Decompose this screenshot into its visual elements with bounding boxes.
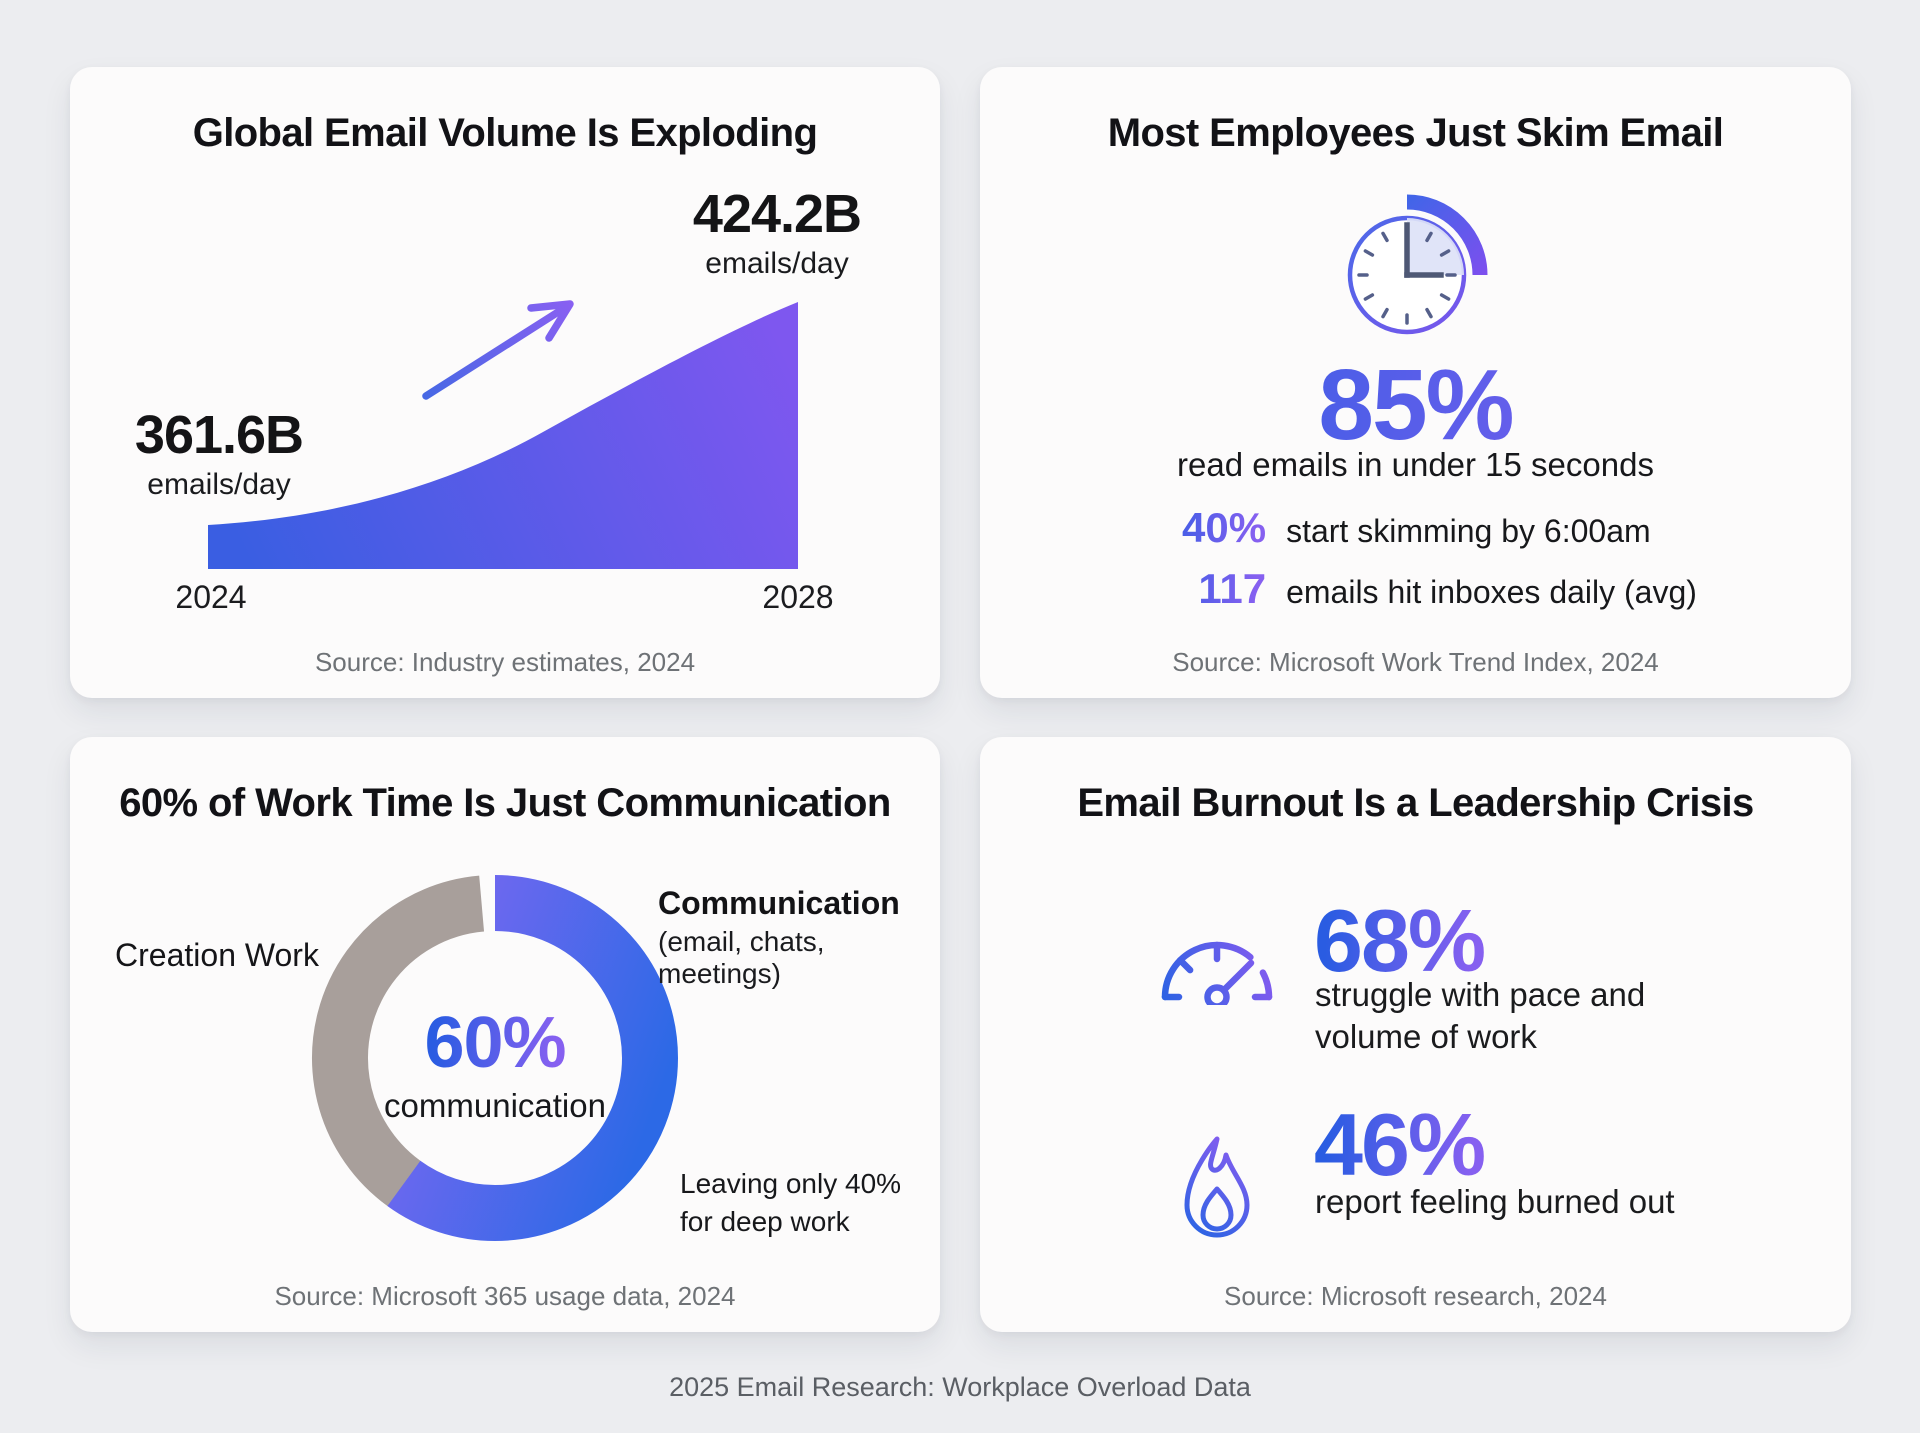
stat-value: 117 [1134, 565, 1266, 612]
area-chart [208, 300, 798, 569]
stat-label-pace-line2: volume of work [1315, 1018, 1537, 1055]
source-note: Source: Microsoft Work Trend Index, 2024 [1172, 647, 1659, 677]
page-footer: 2025 Email Research: Workplace Overload … [669, 1372, 1251, 1402]
gauge-icon [1161, 941, 1273, 1005]
label-creation-work: Creation Work [115, 937, 319, 973]
stat-label-pace: struggle with pace and volume of work [1315, 974, 1645, 1058]
stat-label-burnout: report feeling burned out [1315, 1181, 1675, 1223]
source-note: Source: Microsoft research, 2024 [1224, 1281, 1607, 1311]
stat-label-pace-line1: struggle with pace and [1315, 976, 1646, 1013]
deep-work-note-line2: for deep work [680, 1206, 850, 1237]
stat-value-pace: 68% [1314, 891, 1486, 990]
deep-work-note: Leaving only 40% for deep work [680, 1165, 901, 1241]
stat-label-burnout-line1: report feeling burned out [1315, 1183, 1675, 1220]
headline-value: 85% [980, 355, 1851, 455]
trend-arrow-icon [422, 300, 574, 400]
end-stat: 424.2B emails/day [627, 187, 927, 281]
source-note: Source: Industry estimates, 2024 [314, 647, 696, 677]
card-communication-time: 60% of Work Time Is Just Communication 6… [70, 737, 940, 1332]
card-skim-email: Most Employees Just Skim Email [980, 67, 1851, 698]
end-stat-value: 424.2B [692, 184, 862, 244]
label-communication: Communication (email, chats, meetings) [658, 885, 940, 990]
stat-label: emails hit inboxes daily (avg) [1286, 574, 1697, 611]
stat-value-burnout: 46% [1314, 1095, 1486, 1194]
donut-slice-creation-work [312, 875, 678, 1241]
end-stat-label: emails/day [705, 247, 849, 280]
area-series [208, 302, 798, 569]
card-email-burnout: Email Burnout Is a Leadership Crisis 68%… [980, 737, 1851, 1332]
card-title: 60% of Work Time Is Just Communication [119, 781, 891, 825]
deep-work-note-line1: Leaving only 40% [680, 1168, 902, 1199]
clock-icon [1347, 194, 1487, 335]
x-axis-label-start: 2024 [175, 579, 247, 615]
card-title: Email Burnout Is a Leadership Crisis [1077, 781, 1754, 825]
source-note: Source: Microsoft 365 usage data, 2024 [274, 1281, 736, 1311]
card-title: Most Employees Just Skim Email [1107, 111, 1724, 155]
flame-icon [1184, 1136, 1250, 1238]
x-axis-label-end: 2028 [762, 579, 834, 615]
donut-chart [312, 875, 678, 1241]
stat-value: 40% [1134, 504, 1266, 551]
card-email-volume: Global Email Volume Is Exploding 424.2B … [70, 67, 940, 698]
headline-label: read emails in under 15 seconds [1177, 446, 1654, 483]
start-stat-label: emails/day [147, 468, 291, 501]
label-communication-title: Communication [658, 885, 900, 921]
stat-label: start skimming by 6:00am [1286, 513, 1651, 549]
start-stat-value: 361.6B [134, 405, 304, 465]
donut-slice-communication [312, 875, 678, 1241]
start-stat: 361.6B emails/day [99, 408, 339, 502]
stat-list: 40% start skimming by 6:00am 117 emails … [1134, 504, 1697, 612]
label-communication-sub: (email, chats, meetings) [658, 926, 825, 989]
card-title: Global Email Volume Is Exploding [192, 111, 818, 155]
